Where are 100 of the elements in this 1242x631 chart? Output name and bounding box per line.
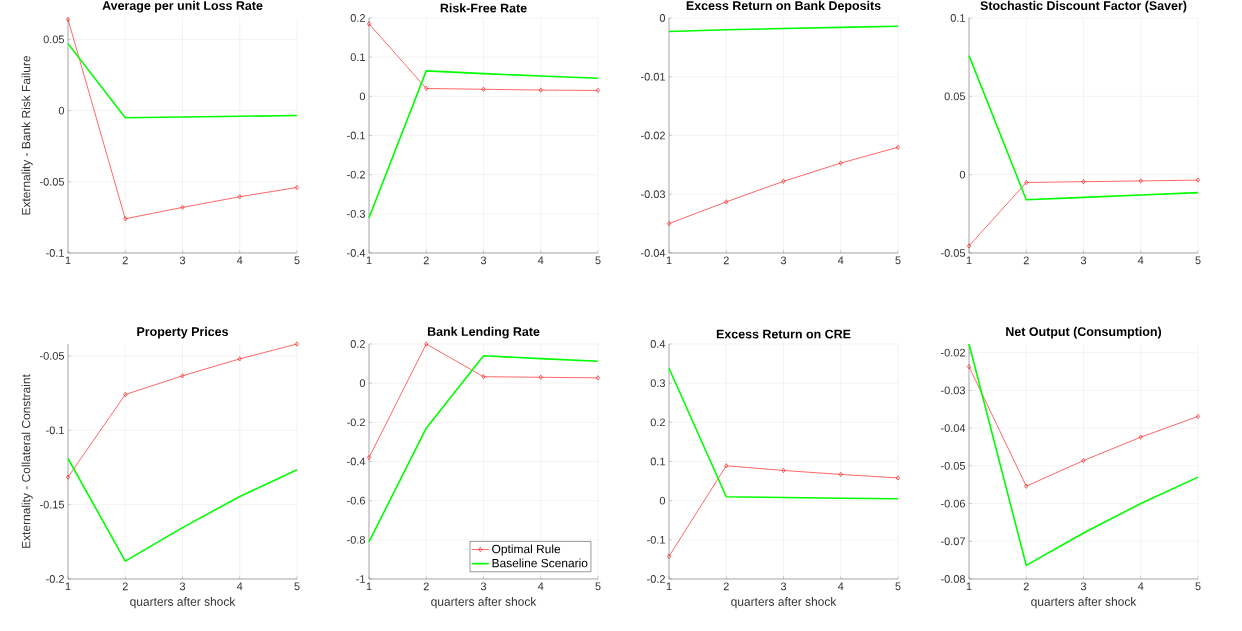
- chart-title: Net Output (Consumption): [1006, 326, 1162, 339]
- x-axis-title: quarters after shock: [1031, 597, 1137, 609]
- y-tick-label: 0: [659, 14, 666, 22]
- x-tick-label: 3: [179, 582, 186, 591]
- line-series: [368, 354, 599, 543]
- x-tick-label: 4: [236, 256, 243, 265]
- y-tick-label: 0: [659, 496, 666, 505]
- point: [1024, 179, 1029, 185]
- x-tick-label: 3: [780, 256, 787, 265]
- point: [123, 392, 128, 398]
- point: [424, 341, 429, 347]
- x-tick-label: 1: [666, 582, 672, 591]
- chart-title: Average per unit Loss Rate: [102, 0, 263, 13]
- line-series: [67, 457, 298, 562]
- point: [237, 356, 242, 362]
- point: [538, 87, 543, 93]
- point: [180, 373, 185, 379]
- point: [1024, 483, 1029, 489]
- x-tick-label: 2: [723, 256, 729, 265]
- x-tick-label: 5: [595, 256, 601, 265]
- y-tick-label: -0.1: [46, 249, 64, 257]
- x-tick-label: 3: [780, 582, 787, 591]
- line-series: [668, 367, 899, 500]
- point: [781, 467, 786, 473]
- y-tick-label: -0.08: [941, 575, 966, 583]
- y-tick-label: -0.6: [347, 496, 366, 505]
- x-tick-label: 5: [895, 582, 901, 591]
- y-tick-label: -0.05: [40, 352, 65, 360]
- x-tick-label: 1: [65, 582, 71, 591]
- x-axis-title: quarters after shock: [431, 597, 537, 609]
- chart-title: Risk-Free Rate: [440, 3, 527, 13]
- x-axis-title: quarters after shock: [731, 597, 837, 609]
- y-tick-label: -1: [356, 575, 365, 583]
- line-series: [968, 343, 1199, 567]
- point: [123, 216, 128, 222]
- y-tick-label: -0.06: [941, 499, 966, 508]
- point: [180, 204, 185, 210]
- x-tick-label: 2: [423, 582, 429, 591]
- x-tick-label: 4: [1137, 256, 1144, 265]
- chart-title: Stochastic Discount Factor (Saver): [980, 0, 1187, 13]
- y-tick-label: -0.4: [347, 457, 366, 466]
- y-tick-label: 0.1: [950, 14, 965, 22]
- point: [724, 463, 729, 469]
- x-tick-label: 5: [895, 256, 901, 265]
- legend-label: Baseline Scenario: [492, 558, 588, 568]
- y-tick-label: -0.2: [347, 418, 365, 427]
- y-axis-title: Externality - Bank Risk Failure: [21, 55, 33, 215]
- x-tick-label: 2: [122, 256, 128, 265]
- y-tick-label: 0.2: [650, 418, 665, 427]
- x-tick-label: 2: [122, 582, 128, 591]
- y-tick-label: 0: [359, 379, 366, 388]
- chart-title: Excess Return on CRE: [716, 329, 851, 339]
- y-tick-label: -0.15: [40, 500, 65, 509]
- point: [424, 85, 429, 91]
- x-tick-label: 2: [423, 256, 429, 265]
- x-tick-label: 1: [65, 256, 71, 265]
- x-tick-label: 3: [480, 582, 487, 591]
- y-tick-label: -0.4: [347, 249, 366, 257]
- y-tick-label: -0.3: [347, 209, 366, 218]
- point: [781, 178, 786, 184]
- x-tick-label: 5: [595, 582, 601, 591]
- x-tick-label: 5: [1195, 582, 1201, 591]
- y-tick-label: 0.1: [350, 53, 365, 62]
- y-tick-label: 0: [959, 170, 966, 179]
- point: [724, 199, 729, 205]
- y-axis-title: Externality - Collateral Constraint: [21, 374, 33, 548]
- x-tick-label: 3: [1080, 582, 1087, 591]
- y-tick-label: -0.03: [641, 190, 666, 199]
- x-tick-label: 2: [723, 582, 729, 591]
- y-tick-label: 0.1: [650, 457, 665, 466]
- x-tick-label: 3: [179, 256, 186, 265]
- chart-title: Bank Lending Rate: [427, 326, 540, 339]
- point: [1081, 458, 1086, 464]
- point: [481, 86, 486, 92]
- y-tick-label: -0.04: [641, 249, 666, 257]
- y-tick-label: 0.05: [43, 35, 65, 44]
- y-tick-label: 0.4: [650, 340, 666, 348]
- x-tick-label: 4: [837, 256, 844, 265]
- y-tick-label: -0.05: [941, 461, 966, 470]
- x-tick-label: 3: [1080, 256, 1087, 265]
- x-tick-label: 5: [294, 582, 300, 591]
- x-tick-label: 1: [366, 256, 372, 265]
- x-tick-label: 4: [1137, 582, 1144, 591]
- y-tick-label: 0.3: [650, 379, 666, 388]
- x-tick-label: 4: [236, 582, 243, 591]
- line-series: [968, 54, 1199, 201]
- point: [838, 471, 843, 477]
- y-tick-label: -0.07: [941, 537, 965, 546]
- y-tick-label: -0.1: [347, 131, 365, 140]
- x-tick-label: 2: [1023, 582, 1029, 591]
- point: [237, 194, 242, 200]
- y-tick-label: 0: [58, 106, 65, 115]
- x-tick-label: 1: [666, 256, 672, 265]
- y-tick-label: -0.05: [941, 249, 966, 257]
- x-tick-label: 1: [966, 582, 972, 591]
- y-tick-label: -0.8: [347, 535, 366, 544]
- x-tick-label: 3: [480, 256, 487, 265]
- y-tick-label: -0.02: [641, 131, 665, 140]
- x-tick-label: 4: [837, 582, 844, 591]
- line-series: [368, 70, 599, 219]
